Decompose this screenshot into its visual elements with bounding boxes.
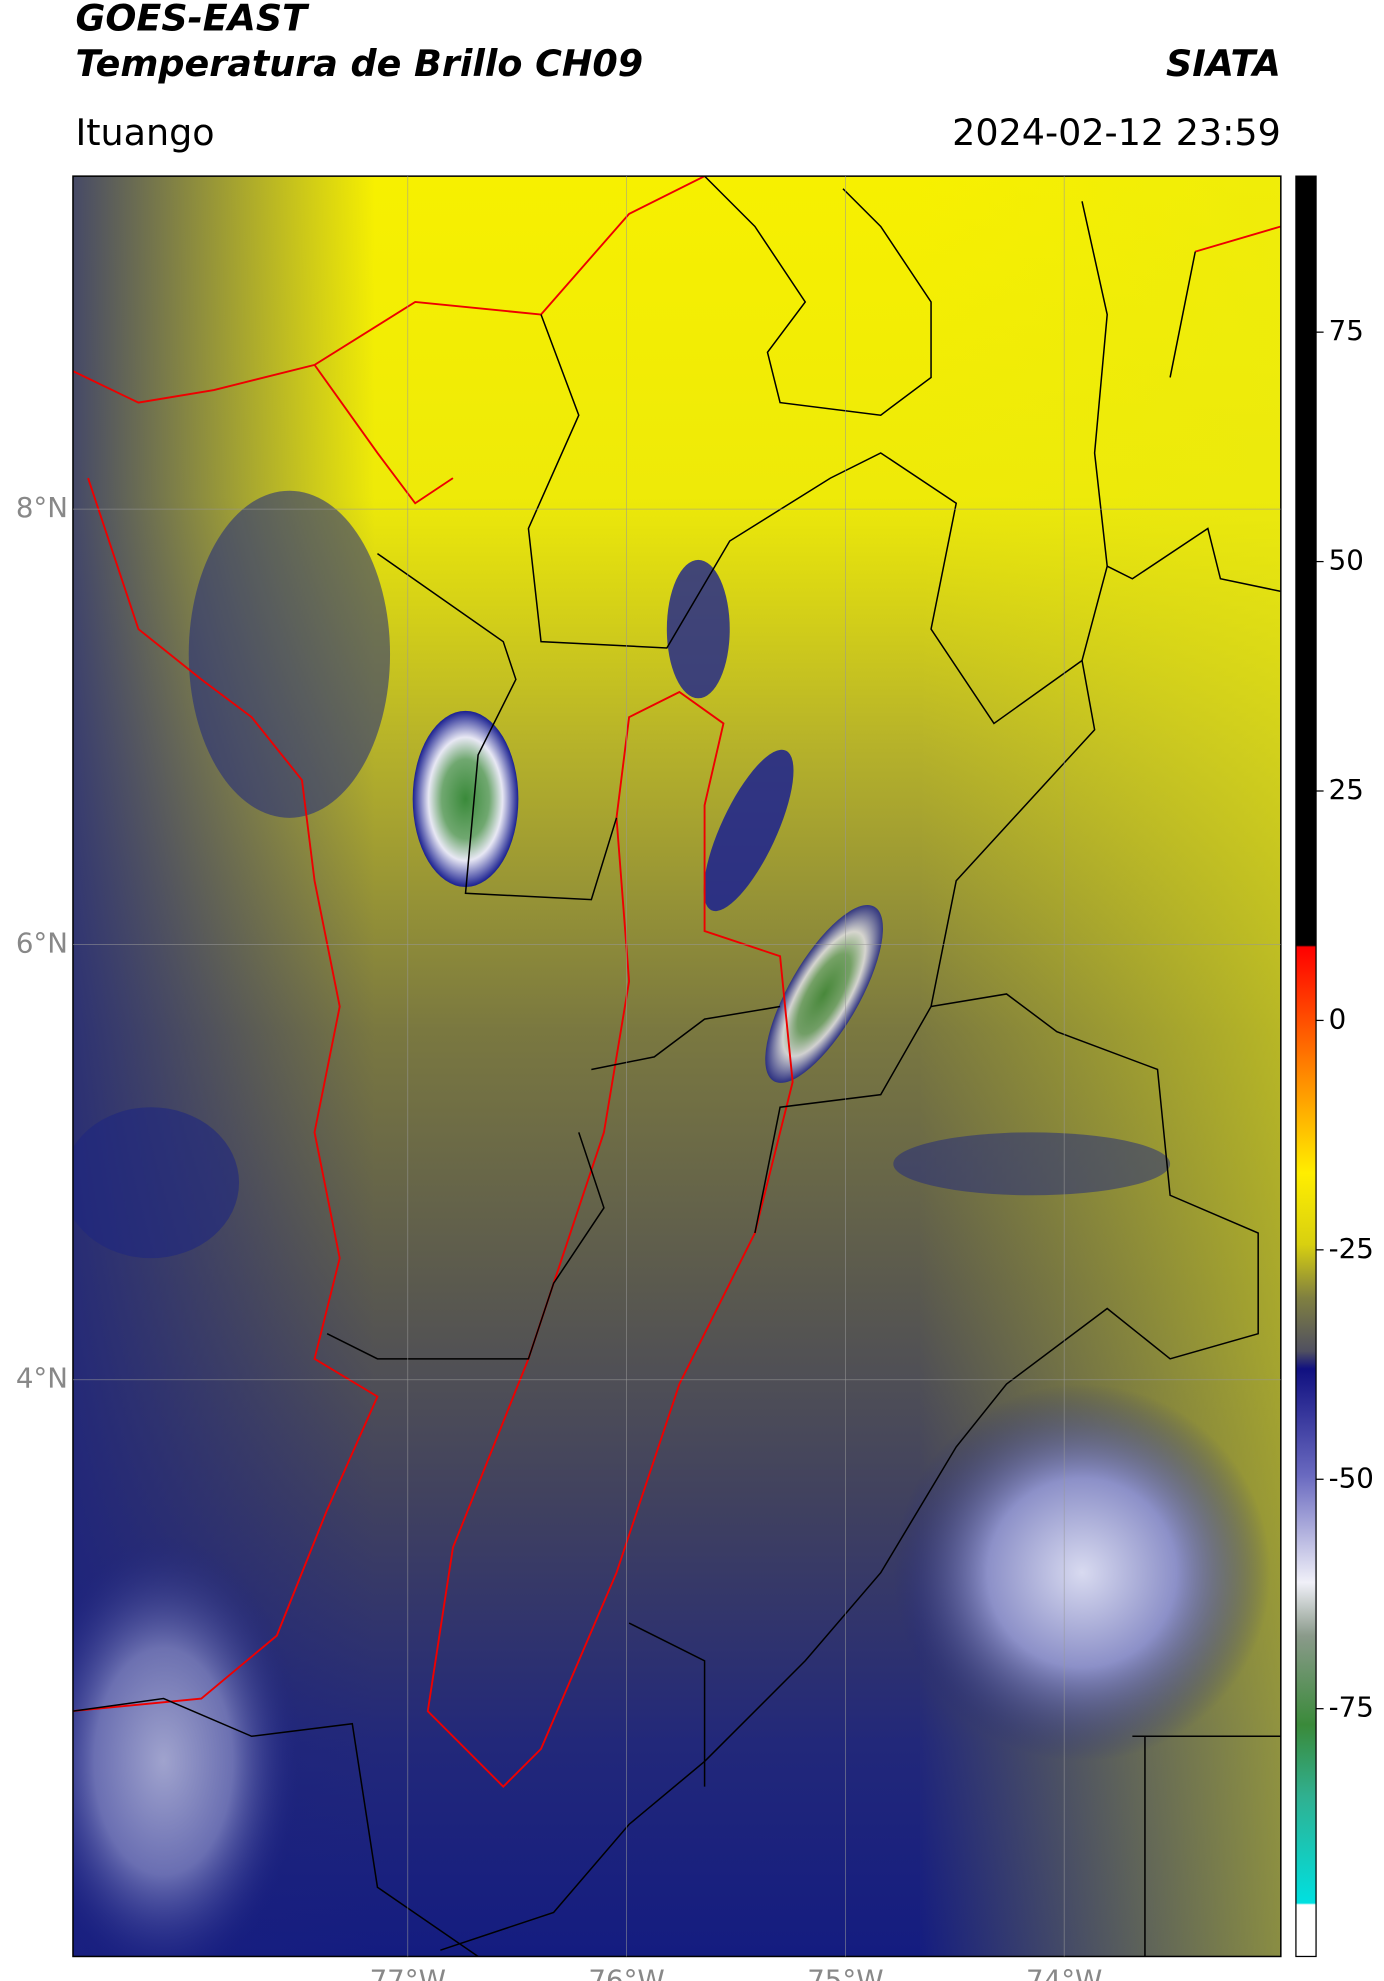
- colorbar-tick-label: -50: [1329, 1461, 1374, 1494]
- colorbar-tick-label: 75: [1329, 314, 1364, 347]
- title: GOES-EAST: [75, 0, 310, 40]
- colorbar-tick-label: 25: [1329, 773, 1364, 806]
- colorbar-tick-label: -75: [1329, 1691, 1374, 1724]
- colorbar-ticks: 75 50 25 0 -25 -50 -75: [1316, 314, 1374, 1724]
- lat-label: 6°N: [16, 926, 68, 959]
- organization: SIATA: [1166, 42, 1281, 85]
- colorbar-tick-label: 50: [1329, 544, 1364, 577]
- colorbar-tick-label: -25: [1329, 1232, 1374, 1265]
- subtitle: Temperatura de Brillo CH09: [75, 42, 643, 85]
- colorbar-tick-label: 0: [1329, 1002, 1347, 1035]
- colorbar: [1295, 175, 1317, 1958]
- lon-label: 74°W: [1026, 1964, 1102, 1981]
- map-image: [72, 176, 1281, 1957]
- lon-label: 75°W: [807, 1964, 883, 1981]
- lat-label: 4°N: [16, 1362, 68, 1395]
- map-frame: [72, 175, 1282, 1958]
- location: Ituango: [75, 111, 214, 154]
- datetime: 2024-02-12 23:59: [952, 111, 1281, 154]
- graticule: 8°N 6°N 4°N 77°W 76°W 75°W 74°W: [16, 176, 1281, 1981]
- lon-label: 77°W: [370, 1964, 446, 1981]
- lat-label: 8°N: [16, 491, 68, 524]
- lon-label: 76°W: [588, 1964, 664, 1981]
